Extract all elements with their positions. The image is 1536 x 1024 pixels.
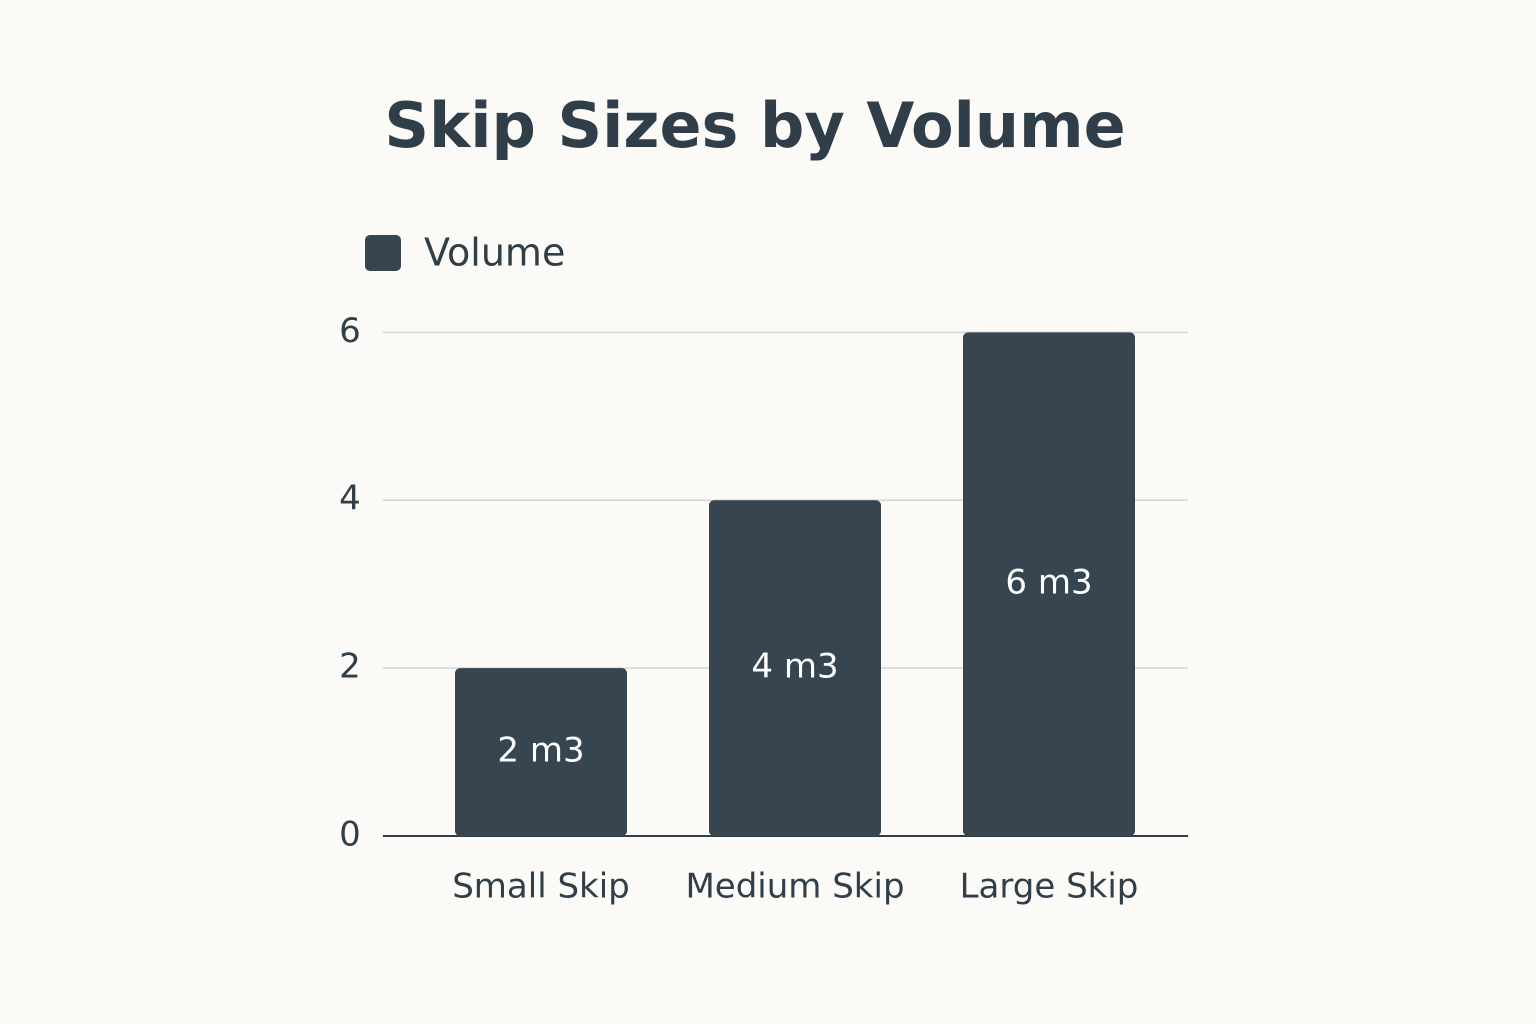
y-tick-label: 6	[339, 311, 361, 351]
y-tick-label: 2	[339, 647, 361, 687]
value-label: 2 m3	[497, 731, 584, 771]
y-tick-label: 0	[339, 815, 361, 855]
bar	[455, 668, 627, 836]
chart-title: Skip Sizes by Volume	[384, 89, 1125, 162]
x-tick-label: Small Skip	[452, 867, 630, 907]
bar	[963, 332, 1135, 836]
value-label: 4 m3	[751, 647, 838, 687]
legend-label: Volume	[424, 231, 565, 275]
value-label: 6 m3	[1005, 563, 1092, 603]
bar	[709, 500, 881, 836]
x-tick-label: Medium Skip	[685, 867, 904, 907]
y-tick-label: 4	[339, 479, 361, 519]
x-tick-label: Large Skip	[960, 867, 1139, 907]
legend-swatch	[365, 235, 401, 271]
